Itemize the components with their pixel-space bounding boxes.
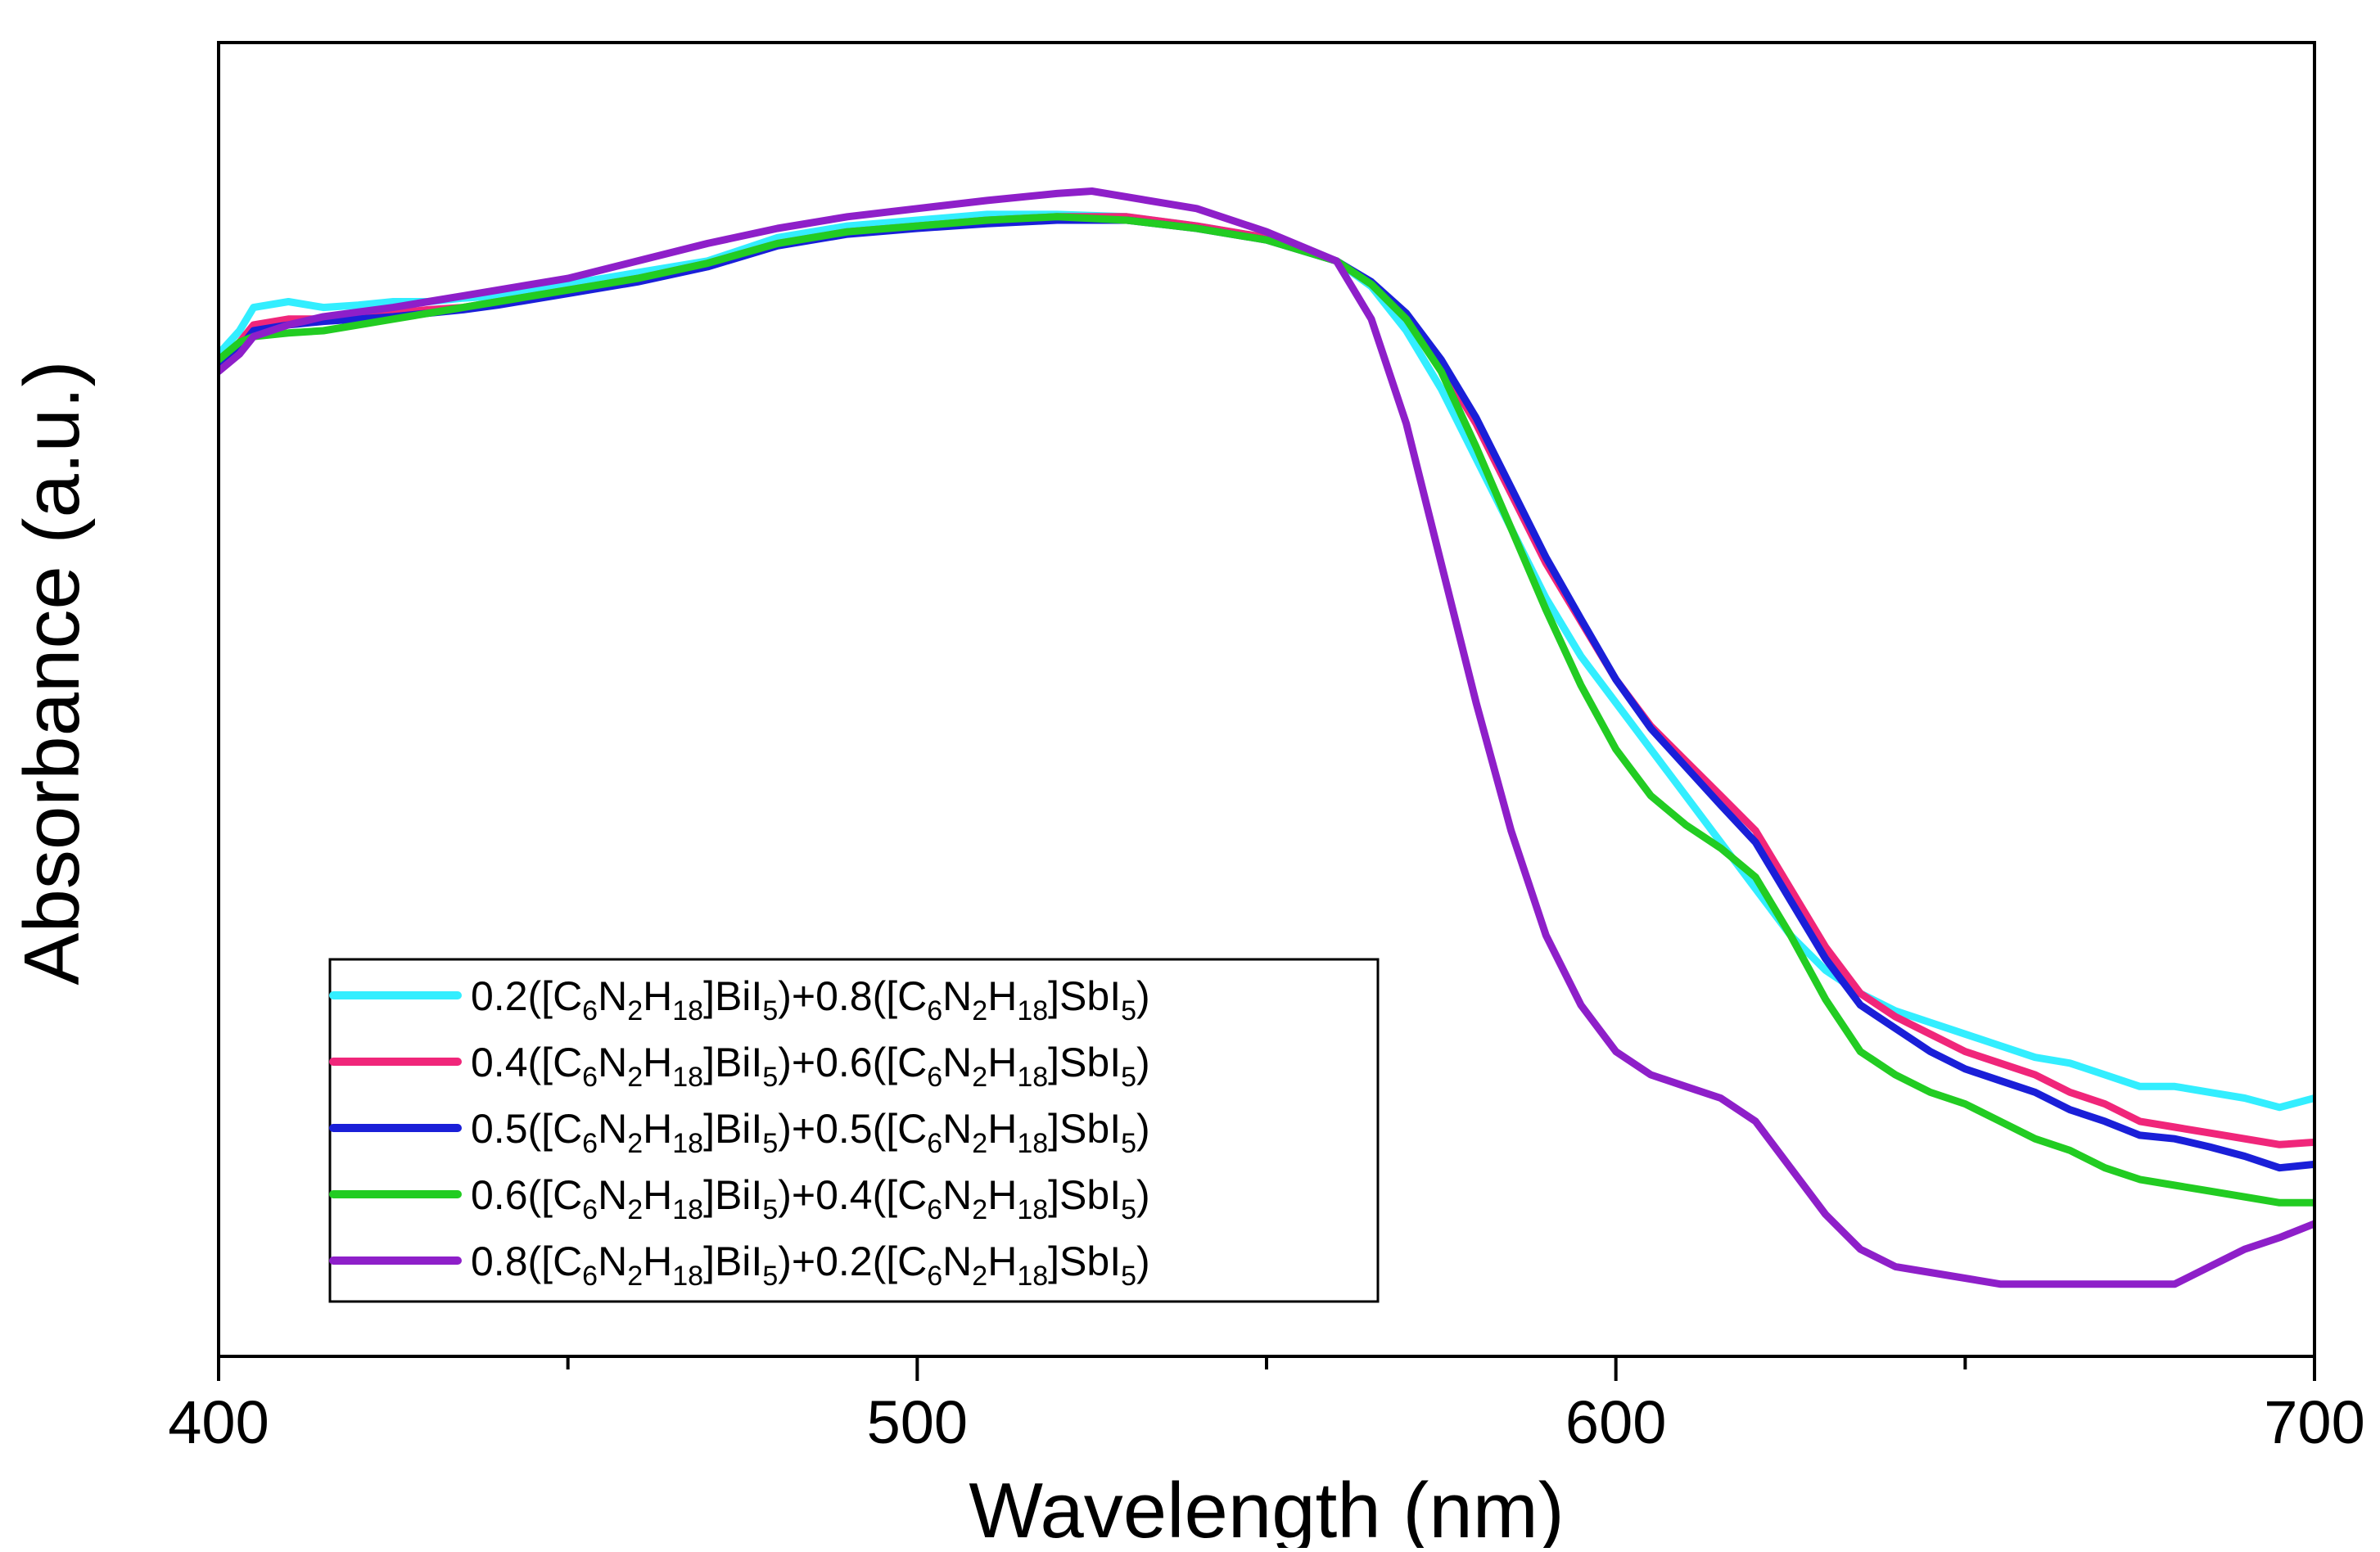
x-tick-label: 700	[2264, 1388, 2364, 1456]
series-line-4	[219, 213, 2315, 1207]
x-tick-label: 600	[1565, 1388, 1666, 1456]
legend-entry-5: 0.8([C6N2H18]BiI5)+0.2([C6N2H18]SbI5)	[471, 1238, 1150, 1292]
legend-box	[328, 958, 1380, 1303]
legend-entry-3: 0.5([C6N2H18]BiI5)+0.5([C6N2H18]SbI5)	[471, 1106, 1150, 1159]
legend: 0.2([C6N2H18]BiI5)+0.8([C6N2H18]SbI5) 0.4…	[328, 958, 1380, 1303]
legend-entry-2: 0.4([C6N2H18]BiI5)+0.6([C6N2H18]SbI5)	[471, 1040, 1150, 1093]
x-tick-label: 500	[867, 1388, 968, 1456]
legend-entry-4: 0.6([C6N2H18]BiI5)+0.4([C6N2H18]SbI5)	[471, 1172, 1150, 1225]
x-axis: 400 500 600 700	[168, 1356, 2365, 1456]
x-tick-label: 400	[168, 1388, 269, 1456]
legend-entry-1: 0.2([C6N2H18]BiI5)+0.8([C6N2H18]SbI5)	[471, 973, 1150, 1026]
series-line-5	[219, 187, 2315, 1288]
x-axis-title: Wavelength (nm)	[969, 1467, 1564, 1548]
y-axis-title: Absorbance (a.u.)	[8, 360, 96, 985]
series-layer	[219, 187, 2315, 1288]
